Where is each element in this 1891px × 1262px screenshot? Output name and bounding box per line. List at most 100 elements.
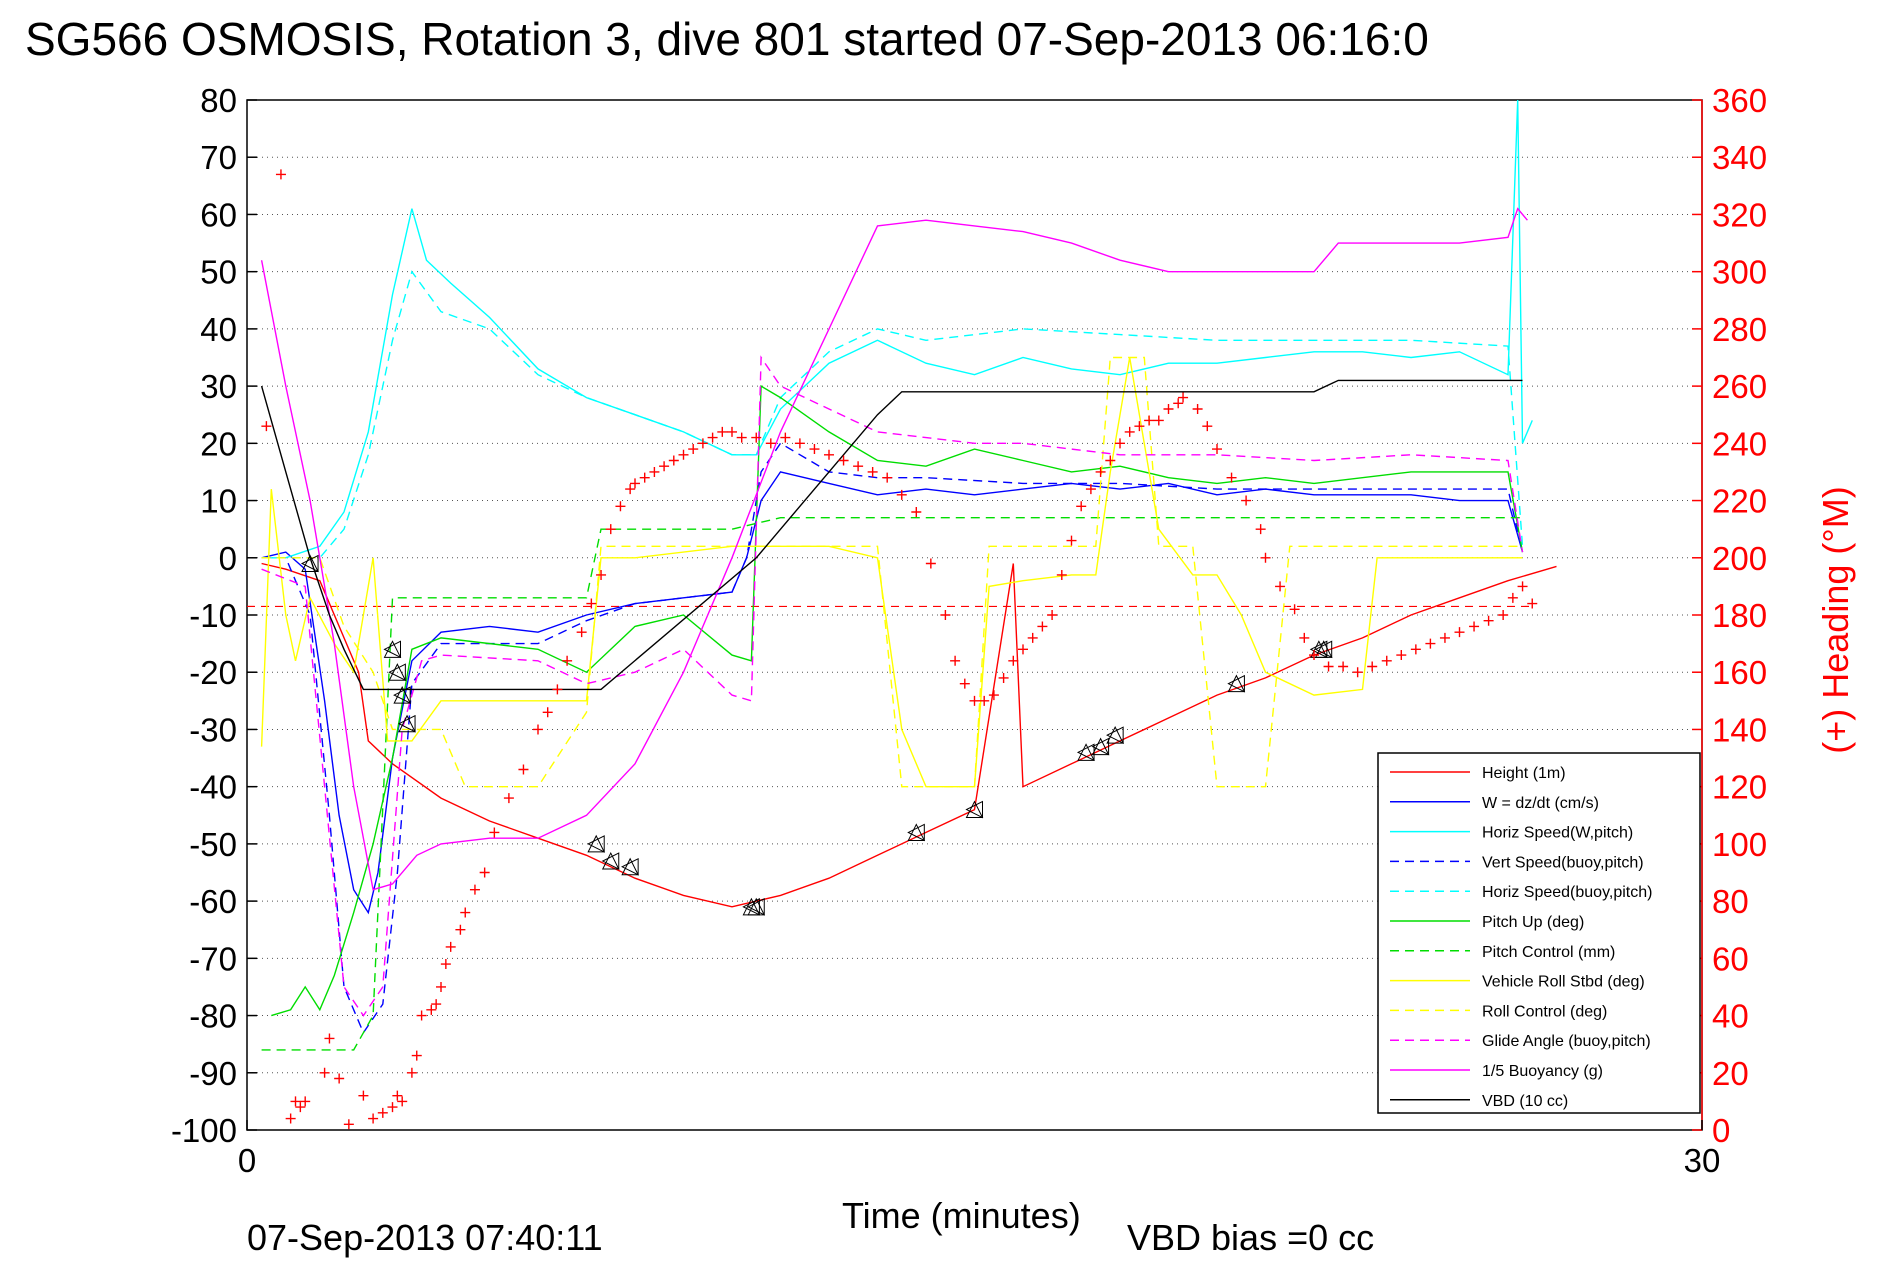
height-marker [601,851,620,870]
height-marker [747,897,766,916]
heading-point [1425,638,1436,649]
heading-point [1241,495,1252,506]
height-marker-alt [742,898,760,916]
heading-point [1018,644,1028,655]
legend-label: Glide Angle (buoy,pitch) [1482,1033,1651,1050]
heading-point [780,432,791,443]
heading-point [1527,598,1538,609]
heading-point [751,432,762,443]
height-marker [587,834,606,853]
chart-title: SG566 OSMOSIS, Rotation 3, dive 801 star… [25,13,1429,65]
heading-point [275,169,286,180]
heading-point [1260,552,1271,563]
height-marker-alt [1309,640,1328,659]
height-marker [398,714,416,733]
y-right-tick-label: 300 [1712,254,1767,291]
y-tick-label: -50 [189,826,237,863]
heading-point [1498,610,1509,620]
heading-point [455,924,466,935]
height-marker [388,663,407,681]
y-right-tick-label: 240 [1712,425,1767,462]
y-tick-label: 50 [200,254,237,291]
series-line-4 [261,270,1524,559]
legend-label: Height (1m) [1482,765,1566,782]
height-marker-alt [621,857,639,876]
heading-point [411,1050,422,1061]
heading-point [678,449,689,460]
y-tick-label: 40 [200,311,237,348]
heading-point [1410,644,1421,655]
heading-point [765,438,776,449]
height-marker [621,857,639,876]
heading-point [343,1119,354,1130]
heading-point [950,655,961,666]
height-marker-alt [965,800,983,819]
heading-point [324,1033,335,1044]
heading-point [979,695,990,706]
height-marker [393,685,412,704]
heading-point [615,501,626,512]
heading-point [436,981,446,992]
y-tick-label: -60 [189,883,237,920]
height-marker-alt [601,852,620,870]
y-right-tick-label: 200 [1712,540,1767,577]
heading-point [285,1113,296,1124]
legend: Height (1m) W = dz/dt (cm/s) Horiz Speed(W… [1377,752,1701,1114]
heading-point [533,724,543,735]
y-right-tick-label: 320 [1712,196,1767,233]
legend-label: Horiz Speed(W,pitch) [1482,825,1633,842]
heading-point [1381,655,1392,666]
series-line-7 [260,357,1523,788]
left-y-ticks: 80 70 60 50 40 30 20 10 0 -10 -20 -30 -40 -50 -60 -70 -8… [171,82,257,1149]
heading-point [1338,661,1349,672]
heading-point [1153,415,1164,426]
heading-point [552,684,563,695]
y-right-tick-label: 340 [1712,139,1767,176]
height-marker [1106,726,1124,744]
heading-point [586,598,597,609]
height-marker [1077,743,1095,761]
heading-point [1056,569,1067,580]
height-marker-alt [383,640,401,659]
legend-label: Pitch Control (mm) [1482,944,1615,961]
height-marker-alt [300,554,319,573]
x-tick-label: 30 [1684,1142,1721,1179]
heading-point [1144,415,1155,426]
heading-point [736,432,747,443]
y-tick-label: 0 [219,540,237,577]
heading-point [727,426,737,437]
heading-point [295,1102,306,1113]
heading-point [824,449,834,460]
heading-point [998,672,1009,683]
heading-point [416,1010,427,1021]
heading-point [334,1073,345,1084]
y-tick-label: 30 [200,368,237,405]
y-right-tick-label: 120 [1712,769,1767,806]
heading-point [1124,426,1135,437]
heading-point [261,421,272,432]
y-right-tick-label: 160 [1712,654,1767,691]
x-axis-label: Time (minutes) [842,1195,1081,1236]
right-y-ticks: 3603403203002802602402202001801601401201… [1692,82,1767,1149]
height-marker-alt [1091,737,1110,756]
heading-point [397,1096,408,1107]
heading-point [1469,621,1480,632]
heading-point [542,707,553,718]
heading-point [853,461,864,472]
height-marker [1227,674,1246,693]
height-marker-alt [1314,640,1333,659]
y-right-tick-label: 260 [1712,368,1767,405]
heading-point [1323,661,1334,672]
heading-point [959,678,970,689]
heading-point [1483,615,1494,626]
height-marker-alt [393,686,411,704]
y-tick-label: -90 [189,1055,237,1092]
heading-point [809,444,820,455]
heading-point [426,1004,437,1015]
y-right-tick-label: 180 [1712,597,1767,634]
heading-point [1163,404,1174,414]
y-tick-label: 20 [200,425,237,462]
y-tick-label: -80 [189,998,237,1035]
y-right-tick-label: 0 [1712,1112,1730,1149]
